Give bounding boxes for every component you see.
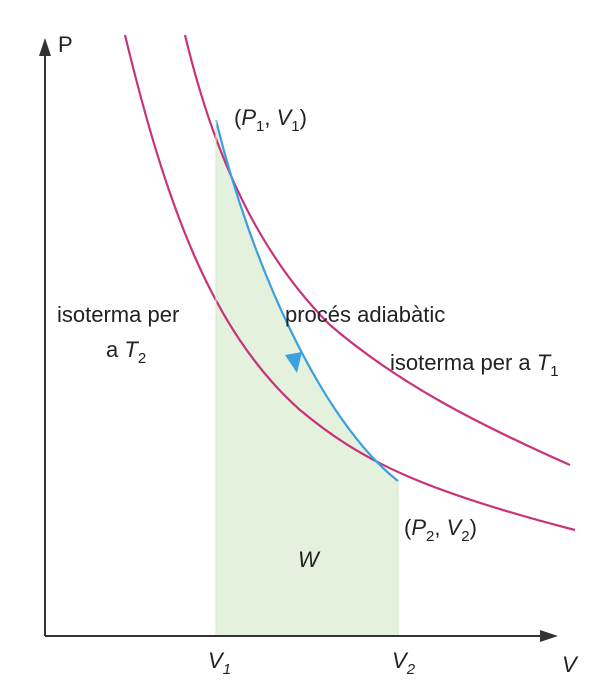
adiabatic-label: procés adiabàtic (285, 302, 445, 327)
isotherm-t1-label: isoterma per a T1 (390, 350, 559, 380)
p2-P: P (411, 515, 426, 540)
work-area (216, 120, 398, 636)
p2-V-sub: 2 (461, 528, 469, 545)
x-tick-v1-sub: 1 (223, 661, 231, 678)
p2-comma: , (434, 515, 446, 540)
adiabatic-arrow-icon (285, 352, 302, 373)
isotherm-t1-prefix: isoterma per a (390, 350, 537, 375)
p2-open: ( (404, 515, 412, 540)
x-axis-arrow-icon (540, 630, 558, 642)
p1-V: V (277, 105, 294, 130)
p1-P: P (241, 105, 256, 130)
isotherm-t2-curve (123, 34, 576, 532)
p1-comma: , (264, 105, 276, 130)
isotherm-t2-prefix: a (106, 337, 124, 362)
isotherm-t1-T: T (537, 350, 552, 375)
isotherm-t2-sub: 2 (138, 350, 146, 367)
isotherm-t1-sub: 1 (550, 363, 558, 380)
work-label: W (298, 547, 321, 572)
point-p1-v1: (P1, V1) (234, 105, 307, 135)
y-axis-label: P (58, 32, 73, 57)
p2-V: V (447, 515, 464, 540)
p2-P-sub: 2 (426, 528, 434, 545)
x-axis-label: V (562, 652, 579, 677)
p1-P-sub: 1 (256, 118, 264, 135)
point-p2-v2: (P2, V2) (404, 515, 477, 545)
x-tick-v1-letter: V (208, 648, 225, 673)
p2-close: ) (470, 515, 477, 540)
isotherm-t2-T: T (124, 337, 139, 362)
p1-close: ) (300, 105, 307, 130)
isotherm-t2-label-line2: a T2 (106, 337, 146, 367)
p1-open: ( (234, 105, 242, 130)
x-tick-v2-sub: 2 (406, 661, 416, 678)
x-tick-v2-letter: V (392, 648, 409, 673)
y-axis-arrow-icon (39, 38, 51, 56)
adiabatic-curve (214, 119, 399, 482)
isotherm-t2-label-line1: isoterma per (57, 302, 179, 327)
x-tick-v2: V2 (392, 648, 416, 678)
p1-V-sub: 1 (291, 118, 299, 135)
x-tick-v1: V1 (208, 648, 231, 678)
